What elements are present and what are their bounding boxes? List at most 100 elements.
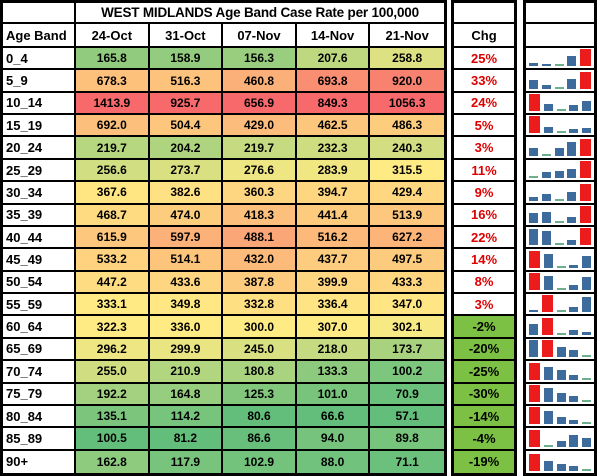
age-band-cell[interactable]: 50_54 [3, 271, 76, 295]
rate-cell[interactable]: 156.3 [223, 48, 297, 71]
table-title[interactable]: WEST MIDLANDS Age Band Case Rate per 100… [76, 3, 444, 24]
rate-cell[interactable]: 382.6 [149, 182, 224, 205]
rate-cell[interactable]: 180.8 [223, 361, 297, 384]
rate-cell[interactable]: 504.4 [149, 115, 224, 138]
sparkline[interactable] [526, 48, 594, 71]
rate-cell[interactable]: 497.5 [370, 249, 444, 272]
rate-cell[interactable]: 399.9 [296, 271, 371, 295]
rate-cell[interactable]: 94.0 [296, 428, 371, 451]
rate-cell[interactable]: 255.0 [76, 361, 150, 384]
rate-cell[interactable]: 125.3 [223, 383, 297, 406]
chg-cell[interactable]: -19% [454, 450, 514, 473]
age-band-cell[interactable]: 0_4 [3, 48, 76, 71]
rate-cell[interactable]: 158.9 [149, 48, 224, 71]
rate-cell[interactable]: 165.8 [76, 48, 150, 71]
rate-cell[interactable]: 117.9 [149, 450, 224, 473]
rate-cell[interactable]: 367.6 [76, 182, 150, 205]
rate-cell[interactable]: 432.0 [223, 249, 297, 272]
rate-cell[interactable]: 387.8 [223, 271, 297, 295]
rate-cell[interactable]: 100.2 [370, 361, 444, 384]
chg-cell[interactable]: 5% [454, 115, 514, 138]
date-header[interactable]: 07-Nov [223, 24, 297, 48]
rate-cell[interactable]: 429.0 [223, 115, 297, 138]
sparkline[interactable] [526, 159, 594, 183]
rate-cell[interactable]: 437.7 [296, 249, 371, 272]
rate-cell[interactable]: 514.1 [149, 249, 224, 272]
date-header[interactable]: 14-Nov [296, 24, 371, 48]
sparkline[interactable] [526, 226, 594, 250]
sparkline[interactable] [526, 204, 594, 227]
rate-cell[interactable]: 207.6 [296, 48, 371, 71]
sparkline[interactable] [526, 294, 594, 317]
age-band-header[interactable]: Age Band [3, 24, 76, 48]
sparkline[interactable] [526, 383, 594, 406]
rate-cell[interactable]: 173.7 [370, 338, 444, 362]
rate-cell[interactable]: 302.1 [370, 316, 444, 339]
rate-cell[interactable]: 516.2 [296, 226, 371, 250]
rate-cell[interactable]: 336.0 [149, 316, 224, 339]
chg-cell[interactable]: 16% [454, 204, 514, 227]
age-band-cell[interactable]: 15_19 [3, 115, 76, 138]
rate-cell[interactable]: 100.5 [76, 428, 150, 451]
rate-cell[interactable]: 322.3 [76, 316, 150, 339]
chg-cell[interactable]: -2% [454, 316, 514, 339]
rate-cell[interactable]: 296.2 [76, 338, 150, 362]
rate-cell[interactable]: 347.0 [370, 294, 444, 317]
rate-cell[interactable]: 164.8 [149, 383, 224, 406]
rate-cell[interactable]: 433.3 [370, 271, 444, 295]
age-band-cell[interactable]: 25_29 [3, 159, 76, 183]
chg-cell[interactable]: -25% [454, 361, 514, 384]
age-band-cell[interactable]: 60_64 [3, 316, 76, 339]
chg-cell[interactable]: 9% [454, 182, 514, 205]
rate-cell[interactable]: 429.4 [370, 182, 444, 205]
rate-cell[interactable]: 332.8 [223, 294, 297, 317]
rate-cell[interactable]: 447.2 [76, 271, 150, 295]
rate-cell[interactable]: 925.7 [149, 92, 224, 116]
rate-cell[interactable]: 89.8 [370, 428, 444, 451]
chg-cell[interactable]: -4% [454, 428, 514, 451]
rate-cell[interactable]: 283.9 [296, 159, 371, 183]
rate-cell[interactable]: 333.1 [76, 294, 150, 317]
date-header[interactable]: 21-Nov [370, 24, 444, 48]
chg-cell[interactable]: -20% [454, 338, 514, 362]
rate-cell[interactable]: 486.3 [370, 115, 444, 138]
rate-cell[interactable]: 133.3 [296, 361, 371, 384]
rate-cell[interactable]: 462.5 [296, 115, 371, 138]
sparkline[interactable] [526, 361, 594, 384]
rate-cell[interactable]: 315.5 [370, 159, 444, 183]
rate-cell[interactable]: 299.9 [149, 338, 224, 362]
rate-cell[interactable]: 258.8 [370, 48, 444, 71]
sparkline[interactable] [526, 405, 594, 429]
sparkline[interactable] [526, 92, 594, 116]
rate-cell[interactable]: 349.8 [149, 294, 224, 317]
rate-cell[interactable]: 474.0 [149, 204, 224, 227]
age-band-cell[interactable]: 30_34 [3, 182, 76, 205]
rate-cell[interactable]: 192.2 [76, 383, 150, 406]
sparkline[interactable] [526, 428, 594, 451]
rate-cell[interactable]: 88.0 [296, 450, 371, 473]
rate-cell[interactable]: 218.0 [296, 338, 371, 362]
chg-cell[interactable]: 8% [454, 271, 514, 295]
age-band-cell[interactable]: 35_39 [3, 204, 76, 227]
sparkline[interactable] [526, 182, 594, 205]
rate-cell[interactable]: 656.9 [223, 92, 297, 116]
rate-cell[interactable]: 276.6 [223, 159, 297, 183]
sparkline[interactable] [526, 271, 594, 295]
rate-cell[interactable]: 256.6 [76, 159, 150, 183]
age-band-cell[interactable]: 65_69 [3, 338, 76, 362]
chg-cell[interactable]: 11% [454, 159, 514, 183]
rate-cell[interactable]: 1056.3 [370, 92, 444, 116]
age-band-cell[interactable]: 80_84 [3, 405, 76, 429]
age-band-cell[interactable]: 40_44 [3, 226, 76, 250]
rate-cell[interactable]: 468.7 [76, 204, 150, 227]
sparkline-empty-cell[interactable] [526, 3, 594, 24]
rate-cell[interactable]: 232.3 [296, 137, 371, 160]
rate-cell[interactable]: 71.1 [370, 450, 444, 473]
rate-cell[interactable]: 678.3 [76, 70, 150, 93]
sparkline[interactable] [526, 249, 594, 272]
date-header[interactable]: 24-Oct [76, 24, 150, 48]
rate-cell[interactable]: 204.2 [149, 137, 224, 160]
date-header[interactable]: 31-Oct [149, 24, 224, 48]
rate-cell[interactable]: 336.4 [296, 294, 371, 317]
rate-cell[interactable]: 849.3 [296, 92, 371, 116]
